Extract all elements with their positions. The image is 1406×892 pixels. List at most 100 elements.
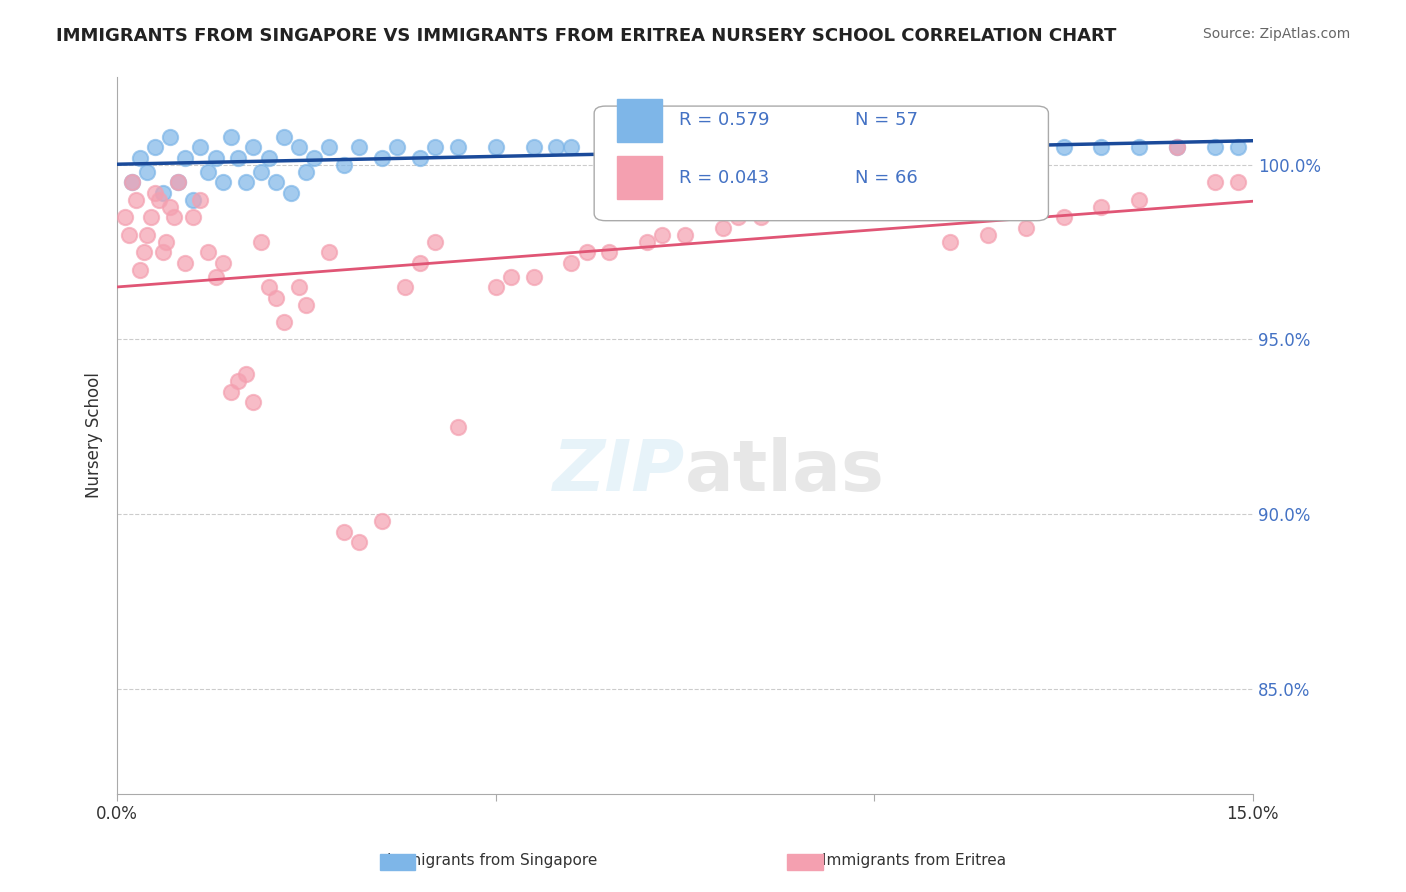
Point [825,193,848,207]
Point [651,140,673,154]
Point [1204,175,1226,189]
Bar [617,156,662,199]
Point [939,140,962,154]
Point [749,140,772,154]
Point [136,165,159,179]
Point [1128,140,1150,154]
Text: ZIP: ZIP [553,437,685,506]
Point [250,165,273,179]
Point [425,140,447,154]
Point [485,280,508,294]
Y-axis label: Nursery School: Nursery School [86,373,103,499]
Point [197,245,219,260]
Point [499,269,522,284]
Text: N = 66: N = 66 [855,169,918,186]
Point [447,420,470,434]
Point [143,186,166,200]
Point [166,175,188,189]
Point [711,140,734,154]
Point [749,210,772,224]
Point [159,129,181,144]
Point [264,291,287,305]
Point [152,186,174,200]
Point [636,140,658,154]
Point [394,280,416,294]
Point [181,193,204,207]
Point [295,165,318,179]
Point [181,210,204,224]
Point [651,227,673,242]
Point [163,210,186,224]
Point [288,140,311,154]
Point [1052,140,1074,154]
Point [129,262,152,277]
Point [121,175,143,189]
Point [387,140,409,154]
Point [141,210,163,224]
Point [257,151,280,165]
Point [673,140,696,154]
Text: R = 0.043: R = 0.043 [679,169,769,186]
Point [125,193,148,207]
Point [727,210,749,224]
Point [204,151,226,165]
Point [1226,140,1249,154]
Point [288,280,311,294]
Point [425,235,447,249]
Point [371,514,394,528]
Point [174,255,197,269]
Point [132,245,155,260]
Point [711,220,734,235]
Point [212,175,235,189]
Text: R = 0.579: R = 0.579 [679,112,770,129]
Point [302,151,325,165]
Point [152,245,174,260]
Point [318,140,340,154]
Point [523,269,546,284]
Point [803,193,825,207]
Point [117,227,139,242]
Point [318,245,340,260]
Point [121,175,143,189]
Text: Immigrants from Singapore: Immigrants from Singapore [387,854,598,868]
Point [333,524,356,539]
Point [257,280,280,294]
Point [1204,140,1226,154]
Point [1166,140,1188,154]
Text: IMMIGRANTS FROM SINGAPORE VS IMMIGRANTS FROM ERITREA NURSERY SCHOOL CORRELATION : IMMIGRANTS FROM SINGAPORE VS IMMIGRANTS … [56,27,1116,45]
Point [673,227,696,242]
Point [901,175,924,189]
Point [523,140,546,154]
Point [977,140,1000,154]
Point [235,368,257,382]
Point [129,151,152,165]
Point [219,129,242,144]
Point [242,140,264,154]
Point [371,151,394,165]
Text: atlas: atlas [685,437,884,506]
Point [155,235,177,249]
Point [787,200,810,214]
Point [447,140,470,154]
Point [349,140,371,154]
Text: Source: ZipAtlas.com: Source: ZipAtlas.com [1202,27,1350,41]
Point [546,140,568,154]
Point [1090,140,1112,154]
Point [228,375,250,389]
Point [174,151,197,165]
Point [939,235,962,249]
Point [204,269,226,284]
Text: N = 57: N = 57 [855,112,918,129]
Point [159,200,181,214]
Bar [617,99,662,142]
Point [1015,220,1038,235]
Point [219,384,242,399]
Point [136,227,159,242]
Point [148,193,170,207]
Point [1052,210,1074,224]
Point [863,140,886,154]
Point [235,175,257,189]
Point [273,129,295,144]
Point [1128,193,1150,207]
Point [333,158,356,172]
